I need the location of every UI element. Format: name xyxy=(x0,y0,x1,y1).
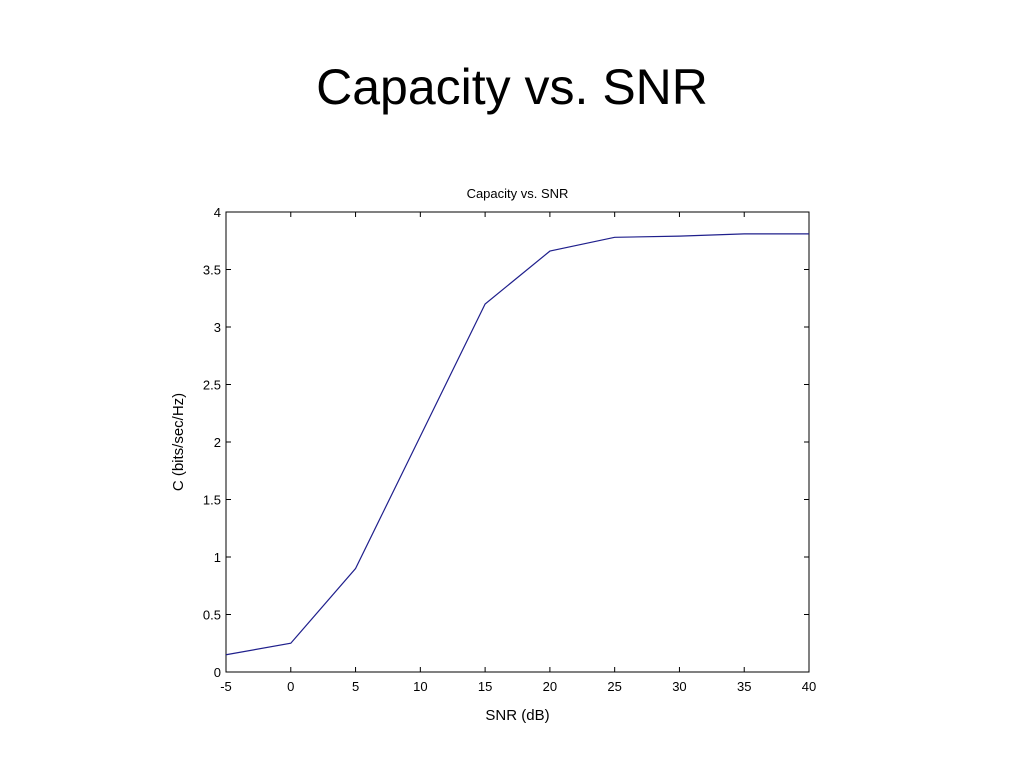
chart-title: Capacity vs. SNR xyxy=(467,186,569,201)
y-tick-label: 3 xyxy=(214,320,221,335)
x-tick-label: 25 xyxy=(607,679,621,694)
plot-area xyxy=(225,211,810,673)
y-tick-label: 1.5 xyxy=(203,493,221,508)
y-tick-label: 0.5 xyxy=(203,608,221,623)
x-tick-label: 10 xyxy=(413,679,427,694)
y-tick-label: 4 xyxy=(214,205,221,220)
x-tick-label: 40 xyxy=(802,679,816,694)
y-axis-label: C (bits/sec/Hz) xyxy=(170,393,187,491)
x-tick-label: 0 xyxy=(287,679,294,694)
y-tick-label: 3.5 xyxy=(203,263,221,278)
y-tick-label: 1 xyxy=(214,550,221,565)
y-tick-label: 2 xyxy=(214,435,221,450)
x-tick-label: 15 xyxy=(478,679,492,694)
x-axis-label: SNR (dB) xyxy=(485,707,549,724)
x-tick-label: 5 xyxy=(352,679,359,694)
x-tick-label: -5 xyxy=(220,679,232,694)
y-tick-label: 2.5 xyxy=(203,378,221,393)
slide-title: Capacity vs. SNR xyxy=(316,59,708,115)
x-tick-label: 30 xyxy=(672,679,686,694)
series-line xyxy=(225,233,809,656)
y-tick-label: 0 xyxy=(214,665,221,680)
x-tick-label: 35 xyxy=(737,679,751,694)
x-tick-label: 20 xyxy=(543,679,557,694)
